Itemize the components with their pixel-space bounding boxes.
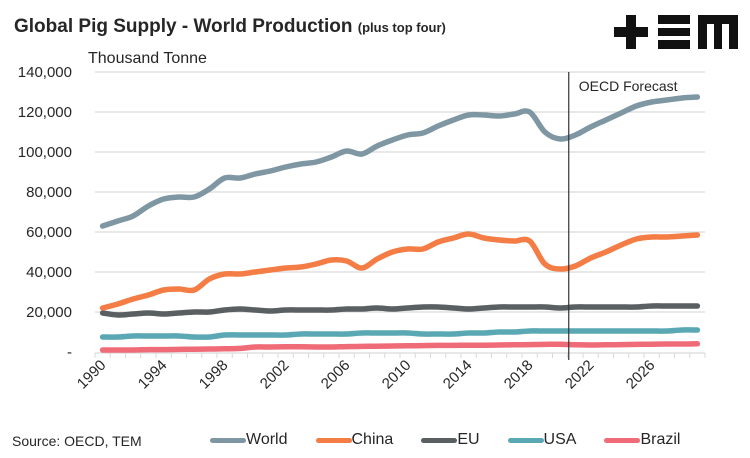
y-tick-label: 80,000	[26, 184, 72, 201]
unit-label: Thousand Tonne	[88, 50, 207, 67]
x-tick-label: 2026	[623, 357, 659, 393]
legend-swatch	[604, 437, 641, 443]
legend-swatch	[315, 437, 352, 443]
logo-e-mid	[658, 28, 690, 36]
legend-item-usa: USA	[507, 431, 577, 449]
legend-swatch	[421, 437, 458, 443]
y-tick-label: 120,000	[18, 104, 72, 121]
logo-plus-v	[626, 15, 636, 49]
legend-swatch	[507, 437, 544, 443]
chart-title: Global Pig Supply - World Production (pl…	[14, 16, 446, 38]
x-axis: 1990 1994 1998 2002 2006 2010 2014 2018 2022 2026	[74, 352, 706, 393]
x-tick-label: 2006	[318, 357, 354, 393]
logo-m	[698, 15, 738, 49]
x-tick-label: 1994	[135, 357, 171, 393]
legend-label: World	[246, 431, 288, 448]
y-tick-label: 20,000	[26, 304, 72, 321]
legend-item-eu: EU	[421, 431, 480, 449]
logo-e-top	[658, 15, 690, 24]
y-tick-label: 100,000	[18, 144, 72, 161]
x-tick-label: 1990	[74, 357, 110, 393]
series-line-brazil	[99, 341, 701, 353]
series-line-eu	[99, 303, 701, 318]
legend-label: China	[351, 431, 394, 448]
forecast-label: OECD Forecast	[579, 78, 678, 94]
series-line-usa	[99, 327, 701, 340]
x-tick-label: 2014	[440, 357, 476, 393]
source-note: Source: OECD, TEM	[12, 433, 142, 449]
y-tick-label: -	[67, 344, 72, 361]
series-lines	[99, 94, 701, 353]
legend-item-china: China	[315, 431, 394, 449]
series-line-china	[99, 231, 701, 311]
x-tick-label: 2022	[562, 357, 598, 393]
chart-title-main: Global Pig Supply - World Production	[14, 16, 353, 37]
forecast-annotation: OECD Forecast	[568, 72, 678, 360]
x-tick-label: 2010	[379, 357, 415, 393]
legend-item-world: World	[210, 431, 288, 449]
y-tick-label: 60,000	[26, 224, 72, 241]
y-tick-label: 140,000	[18, 64, 72, 81]
x-tick-label: 2002	[257, 357, 293, 393]
y-tick-label: 40,000	[26, 264, 72, 281]
series-line-world	[99, 94, 701, 229]
legend-item-brazil: Brazil	[604, 431, 680, 449]
legend-label: USA	[543, 431, 577, 448]
legend: World China EU USA Brazil	[210, 431, 708, 449]
legend-label: Brazil	[640, 431, 681, 448]
y-axis: - 20,000 40,000 60,000 80,000 100,000 120,000 1…	[18, 64, 72, 361]
tem-logo	[614, 15, 738, 49]
legend-swatch	[210, 437, 246, 443]
chart-title-suffix: (plus top four)	[357, 20, 446, 35]
logo-e-bot	[658, 40, 690, 49]
x-tick-label: 1998	[196, 357, 232, 393]
legend-label: EU	[457, 431, 480, 448]
gridlines	[95, 71, 705, 313]
x-tick-label: 2018	[501, 357, 537, 393]
